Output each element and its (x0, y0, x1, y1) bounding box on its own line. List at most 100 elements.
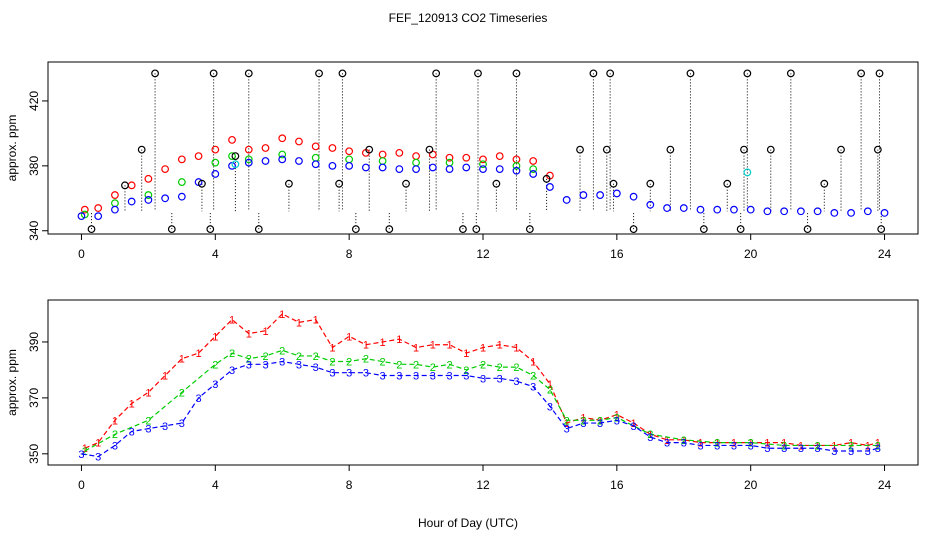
series-2-marker: 2 (815, 440, 821, 452)
series-3-marker: 3 (296, 359, 302, 371)
black-point (699, 225, 708, 234)
blue-point (746, 205, 755, 214)
series-2-marker: 2 (781, 440, 787, 452)
blue-point (796, 207, 805, 216)
series-3-marker: 3 (246, 359, 252, 371)
series-2-marker: 2 (229, 348, 235, 360)
black-point (351, 225, 360, 234)
x-tick-label: 8 (346, 478, 353, 492)
series-2-marker: 2 (714, 438, 720, 450)
series-3-marker: 3 (430, 371, 436, 383)
black-point (198, 179, 206, 188)
series-1-line (84, 313, 879, 449)
red-point (378, 150, 387, 159)
series-1-marker: 1 (196, 348, 202, 360)
black-point (666, 145, 675, 154)
top-panel: 0 4 8 12 16 20 24 340 380 420 approx. ppm (5, 61, 919, 261)
series-2-marker: 2 (875, 440, 881, 452)
black-point (365, 145, 374, 154)
black-point (877, 225, 886, 234)
series-1-marker: 1 (162, 371, 168, 383)
series-3-marker: 3 (446, 371, 452, 383)
series-3-marker: 3 (229, 365, 235, 377)
red-point (278, 134, 287, 143)
figure-title: FEF_120913 CO2 Timeseries (389, 11, 548, 25)
red-point (111, 191, 119, 199)
black-point (87, 225, 96, 234)
blue-point (730, 205, 738, 214)
series-1-marker: 1 (848, 438, 854, 450)
series-3-marker: 3 (597, 418, 603, 430)
blue-point (111, 205, 119, 214)
series-1-marker: 1 (262, 326, 268, 338)
red-point (80, 205, 89, 214)
series-2-marker: 2 (313, 351, 319, 363)
series-1-marker: 1 (764, 438, 770, 450)
series-1-marker: 1 (380, 337, 386, 349)
series-1-marker: 1 (831, 440, 837, 452)
black-point (857, 69, 866, 78)
black-point (686, 69, 695, 78)
black-point (121, 181, 129, 190)
series-3-marker: 3 (815, 443, 821, 455)
series-3-marker: 3 (129, 426, 135, 438)
red-point (311, 142, 320, 151)
red-point (295, 137, 303, 146)
series-3-marker: 3 (329, 368, 335, 380)
blue-point (495, 165, 504, 173)
series-3-marker: 3 (664, 438, 670, 450)
black-point (837, 145, 845, 154)
red-point (479, 155, 487, 164)
series-1-marker: 1 (82, 443, 88, 455)
series-3-marker: 3 (631, 421, 637, 433)
x-tick-label: 16 (610, 247, 624, 261)
series-3-marker: 3 (162, 421, 168, 433)
green-point (278, 150, 287, 159)
x-tick-label: 12 (476, 478, 490, 492)
series-1-marker: 1 (798, 440, 804, 452)
series-3-marker: 3 (78, 449, 84, 461)
series-2-marker: 2 (112, 429, 118, 441)
blue-point (562, 196, 571, 204)
series-1-marker: 1 (530, 357, 536, 369)
blue-point (479, 165, 487, 173)
green-point (378, 157, 387, 165)
series-2-marker: 2 (547, 384, 553, 396)
black-point (743, 69, 752, 78)
blue-point (161, 194, 170, 203)
blue-point (77, 212, 86, 221)
series-3-marker: 3 (547, 401, 553, 413)
series-2-marker: 2 (279, 345, 285, 357)
series-1-marker: 1 (647, 429, 653, 441)
black-point (723, 179, 732, 188)
black-point (315, 69, 323, 78)
series-2-marker: 2 (530, 371, 536, 383)
series-2-marker: 2 (597, 415, 603, 427)
green-point (529, 165, 538, 173)
black-point (244, 69, 253, 78)
blue-point (395, 165, 404, 173)
blue-point (345, 161, 354, 170)
black-point (629, 225, 638, 234)
series-2-line (84, 349, 878, 452)
black-point (254, 225, 263, 234)
series-2-marker: 2 (480, 359, 486, 371)
series-3-marker: 3 (313, 362, 319, 374)
series-2-marker: 2 (848, 440, 854, 452)
black-point (646, 179, 655, 188)
black-point (606, 69, 615, 78)
series-1-marker: 1 (681, 435, 687, 447)
green-point (211, 158, 220, 167)
series-3-marker: 3 (463, 371, 469, 383)
series-2-marker: 2 (145, 415, 151, 427)
blue-point (612, 189, 621, 198)
y-tick-label: 350 (27, 443, 41, 463)
series-3-marker: 3 (196, 393, 202, 405)
green-point (244, 155, 253, 164)
series-1-marker: 1 (697, 438, 703, 450)
series-3-marker: 3 (145, 424, 151, 436)
top-plot-area (77, 69, 889, 234)
series-1-marker: 1 (229, 315, 235, 327)
green-point (345, 155, 354, 164)
